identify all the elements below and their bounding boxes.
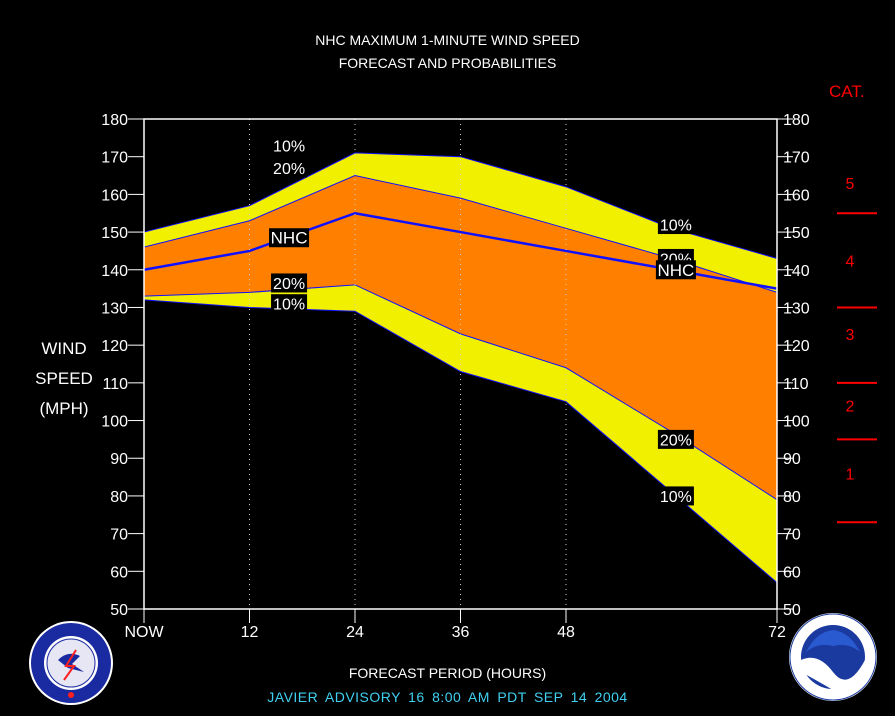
y-tick-label-left-4: 90 [110,451,128,468]
y-tick-label-left-13: 180 [101,112,128,129]
annotation-label-7: NHC [657,261,694,280]
annotation-label-9: 10% [660,489,692,506]
y-tick-label-right-12: 170 [783,150,810,167]
band-20-percent [144,175,777,500]
category-label-1: 1 [846,466,855,483]
x-tick-label-2: 24 [346,624,364,641]
annotation-box-3 [271,273,308,293]
y-tick-label-left-10: 150 [101,225,128,242]
x-tick-label-5: 72 [768,624,786,641]
y-tick-label-right-7: 120 [783,338,810,355]
annotation-label-1: 20% [273,161,305,178]
category-label-5: 5 [846,176,855,193]
y-axis-label-line2: SPEED [35,369,93,388]
y-tick-label-left-11: 160 [101,187,128,204]
x-tick-label-4: 48 [557,624,575,641]
annotation-box-7 [655,260,696,280]
y-tick-label-left-3: 80 [110,489,128,506]
annotation-box-9 [657,486,694,506]
annotation-label-4: 10% [273,297,305,314]
y-tick-label-left-2: 70 [110,527,128,544]
x-tick-label-1: 12 [241,624,259,641]
y-tick-label-right-8: 130 [783,300,810,317]
y-tick-label-left-1: 60 [110,564,128,581]
advisory-line: JAVIER ADVISORY 16 8:00 AM PDT SEP 14 20… [267,689,628,705]
y-tick-label-right-6: 110 [783,376,809,393]
y-tick-label-right-0: 50 [783,602,801,619]
y-tick-label-right-4: 90 [783,451,801,468]
x-axis-label: FORECAST PERIOD (HOURS) [348,665,547,681]
nws-logo-icon [29,621,113,705]
y-axis-label-line1: WIND [41,339,87,358]
annotation-label-8: 20% [660,432,692,449]
annotation-box-4 [271,294,308,314]
category-label-4: 4 [846,253,855,270]
category-label-2: 2 [846,398,855,415]
annotation-label-3: 20% [273,276,305,293]
y-tick-label-left-7: 120 [101,338,128,355]
annotation-box-2 [269,228,310,248]
annotation-label-2: NHC [271,229,308,248]
annotation-box-1 [271,158,308,178]
y-tick-label-right-5: 100 [783,414,810,431]
chart-title-line2: FORECAST AND PROBABILITIES [338,55,557,71]
y-tick-label-right-1: 60 [783,564,801,581]
x-tick-label-3: 36 [452,624,470,641]
chart-title-line1: NHC MAXIMUM 1-MINUTE WIND SPEED [315,32,580,48]
y-tick-label-left-0: 50 [110,602,128,619]
annotation-label-0: 10% [273,138,305,155]
y-tick-label-left-12: 170 [101,150,128,167]
y-tick-label-right-9: 140 [783,263,810,280]
annotation-box-5 [657,215,694,235]
annotation-box-8 [657,429,694,449]
y-tick-label-left-8: 130 [101,300,128,317]
y-tick-label-left-6: 110 [102,376,128,393]
x-tick-label-0: NOW [124,624,164,641]
category-label-3: 3 [846,327,855,344]
y-tick-label-left-9: 140 [101,263,128,280]
noaa-logo-icon [789,613,877,701]
y-tick-label-left-5: 100 [101,414,128,431]
y-tick-label-right-2: 70 [783,527,801,544]
y-tick-label-right-13: 180 [783,112,810,129]
y-axis-label-line3: (MPH) [39,399,89,418]
annotation-box-0 [271,135,308,155]
y-tick-label-right-3: 80 [783,489,801,506]
category-title: CAT. [829,82,865,101]
y-tick-label-right-11: 160 [783,187,810,204]
y-tick-label-right-10: 150 [783,225,810,242]
annotation-label-5: 10% [660,218,692,235]
